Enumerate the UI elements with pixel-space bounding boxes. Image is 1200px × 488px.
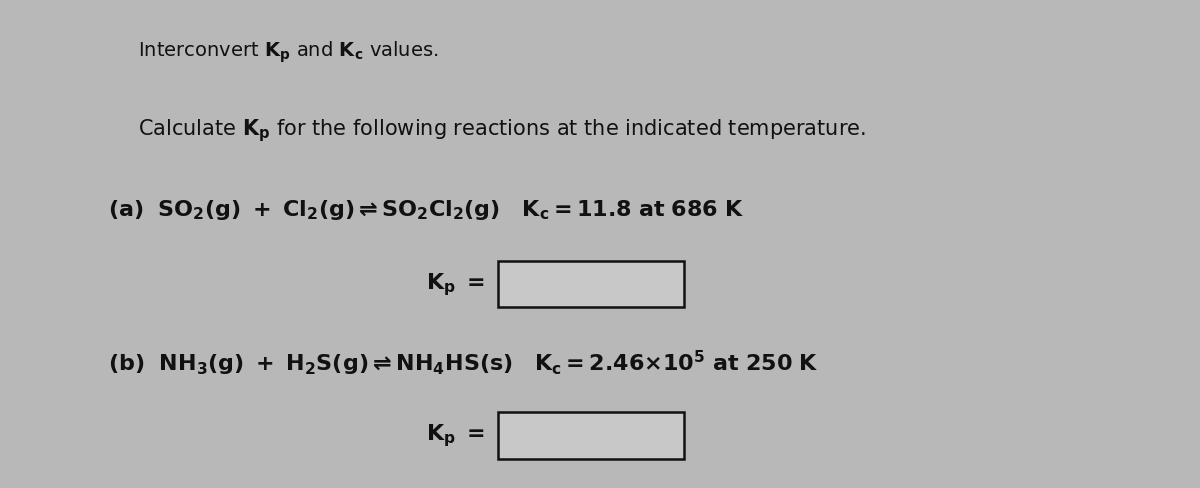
Text: $\bf{(a)\ \ SO_2(g)\ +\ Cl_2(g)}$$\bf{\rightleftharpoons}$$\bf{SO_2Cl_2(g)}$$\qu: $\bf{(a)\ \ SO_2(g)\ +\ Cl_2(g)}$$\bf{\r… xyxy=(108,198,744,222)
Text: Calculate $\mathbf{K_p}$ for the following reactions at the indicated temperatur: Calculate $\mathbf{K_p}$ for the followi… xyxy=(138,117,866,144)
Text: Interconvert $\mathbf{K_p}$ and $\mathbf{K_c}$ values.: Interconvert $\mathbf{K_p}$ and $\mathbf… xyxy=(138,39,438,64)
Text: $\bf{(b)\ \ NH_3(g)\ +\ H_2S(g)}$$\bf{\rightleftharpoons}$$\bf{NH_4HS(s)}$$\quad: $\bf{(b)\ \ NH_3(g)\ +\ H_2S(g)}$$\bf{\r… xyxy=(108,349,818,378)
Text: $\bf{K_p\ =}$: $\bf{K_p\ =}$ xyxy=(426,422,485,449)
FancyBboxPatch shape xyxy=(498,261,684,307)
Text: $\bf{K_p\ =}$: $\bf{K_p\ =}$ xyxy=(426,271,485,298)
FancyBboxPatch shape xyxy=(498,412,684,459)
